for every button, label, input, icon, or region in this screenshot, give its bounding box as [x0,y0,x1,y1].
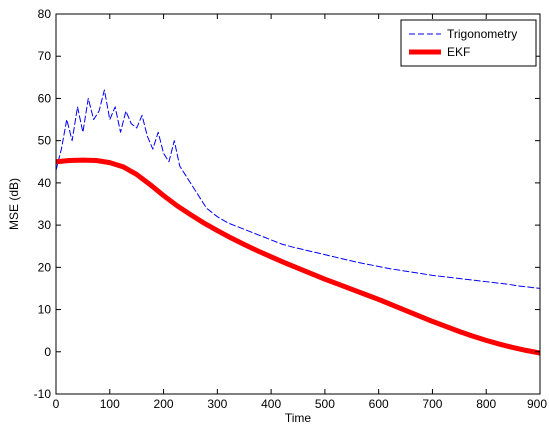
x-tick-label: 0 [53,397,60,411]
y-tick-label: 30 [38,218,52,232]
y-tick-label: 20 [38,260,52,274]
x-tick-label: 100 [100,397,120,411]
x-axis-title: Time [285,411,312,425]
y-axis-title: MSE (dB) [7,178,21,230]
series-line-ekf [56,157,540,356]
y-tick-label: 40 [38,176,52,190]
x-tick-label: 900 [527,397,547,411]
y-tick-label: 70 [38,49,52,63]
x-tick-label: 600 [369,397,389,411]
y-tick-label: 80 [38,7,52,21]
y-tick-label: 60 [38,91,52,105]
legend: Trigonometry EKF [400,19,537,67]
x-tick-label: 500 [315,397,335,411]
x-tick-label: 200 [154,397,174,411]
y-tick-label: 10 [38,303,52,317]
legend-label-trigonometry: Trigonometry [447,27,517,41]
x-tick-label: 800 [476,397,496,411]
y-tick-label: 50 [38,134,52,148]
ticks-layer: 0 100 200 300 400 500 600 700 800 900-10010203040… [34,7,548,411]
y-tick-label: -10 [34,387,52,401]
legend-label-ekf: EKF [447,45,470,59]
x-tick-label: 400 [261,397,281,411]
x-tick-label: 300 [207,397,227,411]
legend-box [400,19,537,67]
series-line-trigonometry [56,89,540,289]
x-tick-label: 700 [422,397,442,411]
series-layer [56,89,540,356]
plot-frame [55,13,541,395]
y-tick-label: 0 [44,345,51,359]
